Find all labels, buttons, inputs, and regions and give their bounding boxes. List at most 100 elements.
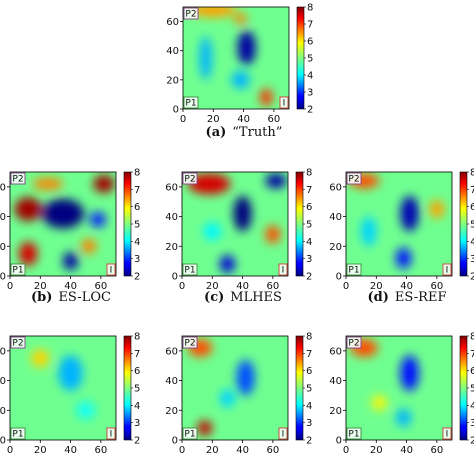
field-blob <box>90 212 106 227</box>
y-tick-label: 60 <box>165 346 178 357</box>
colorbar-tick-label: 8 <box>307 3 313 14</box>
well-box-p2 <box>346 336 362 349</box>
x-tick-label: 60 <box>430 281 443 292</box>
panel-bottom-left: 0 20 40 60 0 20 40 60 P2 P1 I 2 3 4 5 6 7 8 <box>0 332 140 454</box>
field-blob <box>234 12 247 25</box>
colorbar-tick-label: 7 <box>134 185 140 196</box>
colorbar-tick-label: 7 <box>307 20 313 31</box>
colorbar-tick-label: 4 <box>470 237 474 248</box>
field-blob <box>203 222 222 241</box>
well-box-i <box>442 263 452 276</box>
y-tick-label: 40 <box>329 212 342 223</box>
x-tick-label: 20 <box>34 281 47 292</box>
well-label-i: I <box>283 99 286 109</box>
field-blob <box>265 225 281 244</box>
caption-tag: (c) <box>204 290 224 305</box>
plot-frame <box>9 335 117 441</box>
field-blob <box>429 200 445 219</box>
well-label-p1: P1 <box>12 266 23 276</box>
well-box-p1 <box>182 427 198 440</box>
x-tick-label: 40 <box>400 445 413 454</box>
heatmap-field <box>346 172 452 276</box>
panel-es-ref: 0 20 40 60 0 20 40 60 P2 P1 I 2 3 4 5 6 7 8 (d) ES-REF <box>329 168 474 306</box>
x-tick-label: 0 <box>7 445 13 454</box>
colorbar-tick-label: 5 <box>134 220 140 231</box>
well-label-p2: P2 <box>12 175 23 185</box>
well-box-i <box>278 263 288 276</box>
panel-bottom-middle: 0 20 40 60 0 20 40 60 P2 P1 I 2 3 4 5 6 7 8 <box>165 332 312 454</box>
x-tick-label: 60 <box>267 114 280 125</box>
y-tick-label: 0 <box>172 436 178 447</box>
colorbar <box>123 335 132 441</box>
plot-frame <box>345 335 453 441</box>
colorbar-tick-label: 4 <box>470 401 474 412</box>
well-label-p2: P2 <box>184 339 195 349</box>
colorbar-tick-label: 6 <box>306 366 312 377</box>
colorbar-tick-label: 3 <box>307 88 313 99</box>
colorbar-tick-label: 5 <box>470 220 474 231</box>
colorbar-tick-label: 2 <box>306 272 312 283</box>
field-blob <box>76 401 95 420</box>
plot-frame <box>181 335 289 441</box>
y-tick-label: 40 <box>166 46 179 57</box>
well-box-p2 <box>10 172 26 185</box>
plot-frame <box>9 171 117 277</box>
y-tick-label: 20 <box>0 242 6 253</box>
y-tick-label: 40 <box>165 376 178 387</box>
colorbar-tick-label: 8 <box>306 168 312 179</box>
well-box-p2 <box>346 172 362 185</box>
x-tick-label: 60 <box>94 445 107 454</box>
y-tick-label: 20 <box>329 242 342 253</box>
colorbar-tick-label: 2 <box>306 436 312 447</box>
colorbar-tick-label: 8 <box>470 332 474 343</box>
well-box-i <box>106 263 116 276</box>
panel-truth: 0 20 40 60 0 20 40 60 P2 P1 I 2 3 4 5 6 7 8 (a) “Truth” <box>166 3 313 141</box>
y-tick-label: 60 <box>165 182 178 193</box>
panel-caption: (c) MLHES <box>204 290 282 305</box>
colorbar-tick-label: 2 <box>470 436 474 447</box>
well-label-p2: P2 <box>12 339 23 349</box>
panel-caption: (d) ES-REF <box>368 290 447 305</box>
x-tick-label: 60 <box>430 445 443 454</box>
colorbar-tick-label: 7 <box>306 349 312 360</box>
colorbar-tick-label: 7 <box>470 349 474 360</box>
colorbar-tick-label: 6 <box>470 366 474 377</box>
field-blob <box>219 255 235 274</box>
y-tick-label: 60 <box>329 182 342 193</box>
y-tick-label: 0 <box>0 272 6 283</box>
well-box-p2 <box>182 172 198 185</box>
field-blob <box>237 30 256 66</box>
caption-tag: (a) <box>206 125 227 140</box>
well-label-i: I <box>110 266 113 276</box>
colorbar <box>459 335 468 441</box>
colorbar-tick-label: 4 <box>306 237 312 248</box>
colorbar-tick-label: 7 <box>306 185 312 196</box>
field-blob <box>81 238 97 254</box>
colorbar-tick-label: 8 <box>134 168 140 179</box>
x-tick-label: 0 <box>179 445 185 454</box>
y-tick-label: 40 <box>0 376 6 387</box>
field-blob <box>14 197 42 222</box>
y-tick-label: 20 <box>166 75 179 86</box>
colorbar-tick-label: 3 <box>306 418 312 429</box>
colorbar-tick-label: 6 <box>134 366 140 377</box>
well-label-p1: P1 <box>348 430 359 440</box>
colorbar-tick-label: 6 <box>307 37 313 48</box>
field-blob <box>395 247 412 269</box>
caption-tag: (b) <box>31 290 52 305</box>
colorbar <box>295 335 304 441</box>
field-blob <box>190 7 236 18</box>
y-tick-label: 60 <box>0 182 6 193</box>
field-blob <box>231 71 250 89</box>
well-label-p1: P1 <box>184 430 195 440</box>
y-tick-label: 60 <box>329 346 342 357</box>
field-blob <box>265 173 287 189</box>
caption-text: ES-LOC <box>58 290 111 305</box>
well-box-p1 <box>346 427 362 440</box>
well-box-i <box>106 427 116 440</box>
well-label-i: I <box>446 430 449 440</box>
colorbar-tick-label: 5 <box>470 384 474 395</box>
field-blob <box>395 408 412 427</box>
field-background <box>10 336 116 440</box>
well-box-p2 <box>10 336 26 349</box>
